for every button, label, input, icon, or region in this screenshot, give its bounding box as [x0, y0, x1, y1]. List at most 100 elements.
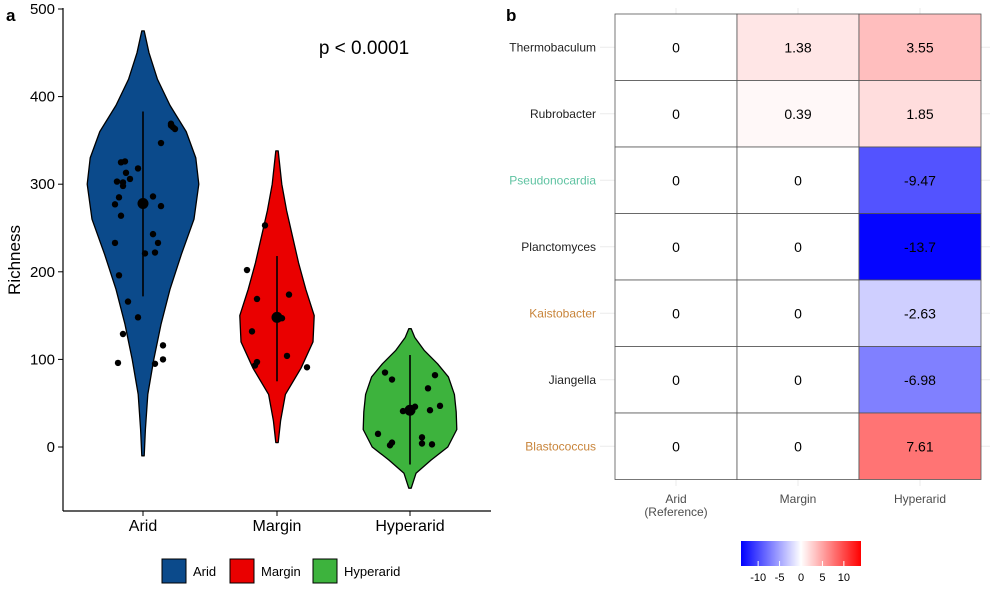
heatmap-cell: [858, 412, 982, 480]
heatmap-cell: [736, 146, 860, 214]
data-point: [126, 175, 134, 183]
data-point: [426, 407, 434, 414]
x-axis-ticks: Arid Margin Hyperarid: [129, 511, 445, 535]
data-point: [115, 194, 123, 201]
cell-value: 0: [672, 305, 680, 321]
y-tick-label: 300: [30, 176, 55, 193]
column-label: Arid: [665, 492, 686, 506]
colorbar-tick-label: -5: [775, 572, 785, 584]
column-label: Hyperarid: [894, 492, 946, 506]
cell-value: 1.85: [906, 106, 933, 122]
legend: Arid Margin Hyperarid: [161, 558, 400, 584]
data-point: [374, 430, 382, 438]
colorbar-tick-label: 0: [798, 572, 804, 584]
x-tick-label: Hyperarid: [375, 518, 444, 535]
cell-value: 1.38: [784, 39, 811, 55]
mean-point: [137, 197, 149, 209]
cell-value: 0.39: [784, 106, 811, 122]
data-point: [114, 359, 122, 367]
data-point: [151, 249, 159, 256]
heatmap-cell: [614, 412, 738, 480]
cell-value: 0: [794, 172, 802, 188]
legend-label: Margin: [261, 564, 301, 579]
row-labels: Thermobaculum Rubrobacter Pseudonocardia Pl…: [509, 40, 596, 453]
data-point: [154, 239, 162, 247]
cell-value: 0: [672, 438, 680, 454]
x-tick-label: Margin: [253, 518, 302, 535]
heatmap-cell: [858, 213, 982, 281]
y-tick-label: 500: [30, 1, 55, 18]
heatmap-cell: [858, 279, 982, 347]
row-label: Blastococcus: [525, 439, 596, 453]
heatmap-cell: [858, 80, 982, 148]
row-label: Kaistobacter: [529, 306, 596, 320]
cell-value: 0: [794, 305, 802, 321]
data-point: [418, 440, 426, 447]
data-point: [111, 201, 119, 208]
data-point: [388, 376, 396, 383]
data-point: [113, 178, 121, 185]
heatmap-cells: 0 1.38 3.55 0 0.39 1.85 0 0 -9.47 0 0 -13.7 0 0 -2.63 0…: [614, 13, 982, 480]
row-label: Pseudonocardia: [509, 173, 596, 187]
heatmap-cell: [858, 346, 982, 414]
data-point: [381, 369, 389, 376]
data-point: [157, 202, 165, 210]
cell-value: 0: [672, 106, 680, 122]
row-label: Planctomyces: [521, 240, 596, 254]
panel-b: b 0 1.38 3.55 0 0.39 1.85 0 0 -9.47 0 0 -13.7 0 0 -2.6…: [506, 6, 990, 584]
data-point: [261, 222, 269, 229]
data-point: [243, 266, 251, 274]
y-tick-label: 100: [30, 351, 55, 368]
heatmap-cell: [614, 279, 738, 347]
data-point: [388, 439, 396, 446]
column-labels: Arid(Reference) Margin Hyperarid: [644, 492, 946, 519]
data-point: [121, 158, 129, 165]
legend-swatch: [312, 558, 338, 584]
data-points: [111, 111, 444, 465]
cell-value: 0: [672, 372, 680, 388]
cell-value: 0: [672, 239, 680, 255]
data-point: [134, 314, 142, 321]
heatmap-cell: [736, 346, 860, 414]
data-point: [428, 441, 436, 448]
cell-value: -9.47: [904, 172, 936, 188]
y-tick-label: 200: [30, 264, 55, 281]
row-label: Rubrobacter: [530, 107, 596, 121]
data-point: [141, 250, 149, 257]
cell-value: 0: [794, 438, 802, 454]
heatmap-cell: [858, 146, 982, 214]
legend-swatch: [229, 558, 255, 584]
data-point: [134, 165, 142, 172]
colorbar-tick-label: 5: [819, 572, 825, 584]
data-point: [119, 182, 127, 190]
data-point: [167, 122, 175, 129]
legend-label: Arid: [193, 564, 216, 579]
row-label: Jiangella: [549, 373, 597, 387]
data-point: [431, 371, 439, 379]
data-point: [115, 272, 123, 279]
cell-value: -6.98: [904, 372, 936, 388]
cell-value: 0: [672, 172, 680, 188]
data-point: [157, 139, 165, 147]
panel-a: a Richness 0 100 200 300 400 500 Arid Margin Hy…: [5, 1, 491, 584]
data-point: [436, 402, 444, 410]
p-value-annotation: p < 0.0001: [319, 38, 409, 59]
data-point: [149, 230, 157, 238]
cell-value: -13.7: [904, 239, 936, 255]
mean-point: [271, 311, 283, 323]
data-point: [122, 169, 130, 177]
y-tick-label: 400: [30, 89, 55, 106]
colorbar-tick-label: 10: [838, 572, 850, 584]
data-point: [283, 352, 291, 360]
data-point: [117, 212, 125, 219]
panel-a-label: a: [6, 6, 16, 25]
cell-value: 7.61: [906, 438, 933, 454]
colorbar: -10 -5 0 5 10: [741, 541, 861, 584]
data-point: [253, 358, 261, 366]
colorbar-tick-label: -10: [750, 572, 766, 584]
x-tick-label: Arid: [129, 518, 157, 535]
heatmap-cell: [614, 13, 738, 81]
cell-value: -2.63: [904, 305, 936, 321]
y-axis-label: Richness: [5, 225, 24, 295]
